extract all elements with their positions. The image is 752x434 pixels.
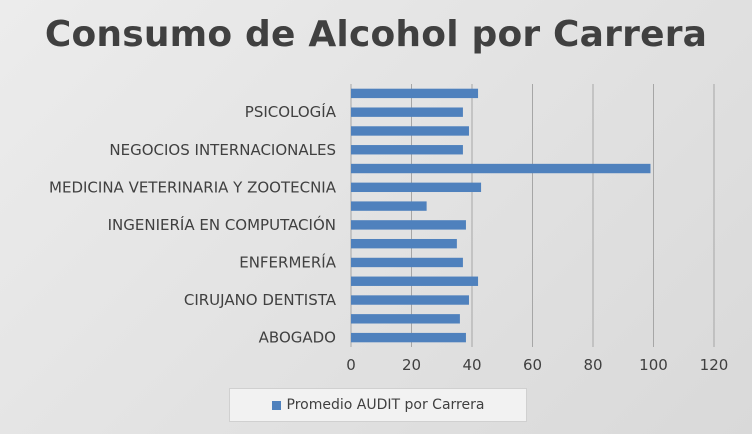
bar — [351, 145, 463, 155]
y-tick-label: ABOGADO — [259, 329, 336, 347]
x-tick-label: 120 — [700, 356, 729, 374]
legend-label: Promedio AUDIT por Carrera — [286, 397, 485, 413]
y-tick-label: NEGOCIOS INTERNACIONALES — [109, 141, 336, 159]
bar — [351, 238, 457, 249]
x-tick-label: 80 — [583, 356, 602, 374]
bar — [351, 182, 482, 193]
x-tick-label: 0 — [346, 356, 356, 374]
chart-title: Consumo de Alcohol por Carrera — [44, 14, 708, 55]
bar — [351, 276, 479, 286]
bar — [351, 201, 427, 211]
legend-swatch — [271, 400, 281, 410]
y-tick-label: PSICOLOGÍA — [245, 102, 337, 121]
y-tick-label: INGENIERÍA EN COMPUTACIÓN — [108, 215, 336, 234]
bar — [351, 126, 469, 136]
bar — [351, 295, 469, 305]
x-tick-label: 20 — [402, 356, 421, 374]
bar — [351, 332, 466, 343]
x-tick-label: 40 — [462, 356, 481, 374]
bar — [351, 107, 463, 117]
bar — [351, 88, 479, 99]
legend: Promedio AUDIT por Carrera — [229, 388, 527, 422]
bar — [351, 314, 460, 324]
y-tick-label: MEDICINA VETERINARIA Y ZOOTECNIA — [49, 178, 337, 196]
bar — [351, 163, 651, 174]
bar — [351, 257, 463, 268]
x-tick-label: 60 — [523, 356, 542, 374]
x-tick-label: 100 — [639, 356, 668, 374]
y-tick-label: ENFERMERÍA — [239, 252, 336, 271]
bar — [351, 220, 466, 230]
y-tick-label: CIRUJANO DENTISTA — [184, 291, 337, 309]
